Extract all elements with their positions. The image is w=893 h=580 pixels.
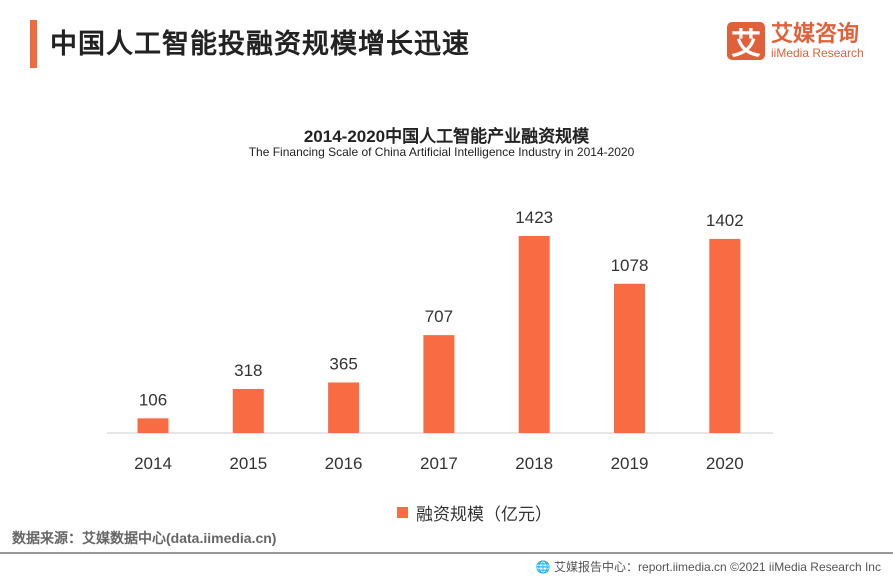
- data-label: 1423: [515, 208, 553, 227]
- bar: [709, 238, 741, 433]
- logo: 艾 艾媒咨询 iiMedia Research: [727, 21, 864, 61]
- title-accent-bar: [30, 20, 37, 68]
- x-tick-label: 2014: [134, 454, 172, 473]
- chart-title: 2014-2020中国人工智能产业融资规模: [303, 127, 590, 146]
- bar: [614, 283, 645, 433]
- bar: [328, 382, 360, 433]
- data-label: 1402: [706, 211, 744, 230]
- bar: [137, 418, 169, 433]
- logo-en: iiMedia Research: [771, 46, 864, 60]
- x-tick-label: 2020: [706, 454, 744, 473]
- legend-label: 融资规模（亿元）: [416, 505, 552, 524]
- footer: 🌐 艾媒报告中心：report.iimedia.cn ©2021 iiMedia…: [535, 560, 881, 574]
- chart-subtitle: The Financing Scale of China Artificial …: [248, 145, 635, 159]
- data-label: 106: [139, 390, 167, 409]
- legend: 融资规模（亿元）: [397, 500, 552, 525]
- logo-mark: 艾: [727, 22, 765, 61]
- x-tick-label: 2018: [515, 454, 553, 473]
- data-label: 318: [234, 361, 262, 380]
- x-tick-label: 2015: [229, 454, 267, 473]
- x-tick-label: 2017: [420, 454, 458, 473]
- data-label: 707: [425, 307, 453, 326]
- bar: [232, 388, 264, 433]
- data-label: 1078: [611, 256, 649, 275]
- page-title: 中国人工智能投融资规模增长迅速: [50, 29, 470, 59]
- x-tick-label: 2016: [325, 454, 363, 473]
- x-tick-label: 2019: [611, 454, 649, 473]
- legend-swatch: [397, 507, 408, 518]
- bar: [518, 236, 550, 433]
- logo-cn: 艾媒咨询: [771, 21, 860, 46]
- divider: [0, 552, 893, 554]
- source-note: 数据来源：艾媒数据中心(data.iimedia.cn): [12, 530, 277, 546]
- data-label: 365: [329, 354, 357, 373]
- bar: [423, 335, 455, 433]
